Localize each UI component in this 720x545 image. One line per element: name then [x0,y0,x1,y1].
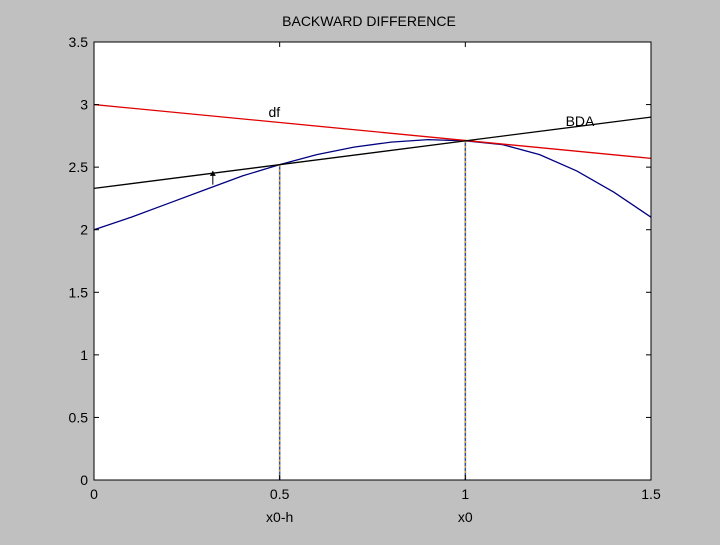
x-tick-label-1: 0.5 [270,486,290,502]
annotation-0: df [269,104,281,120]
y-tick-label-7: 3.5 [69,34,89,50]
x-tick-label-2: 1 [461,486,469,502]
vline-label-0: x0-h [266,509,293,525]
series-line-0 [93,138,652,231]
chart-title: BACKWARD DIFFERENCE [282,13,456,29]
axes-box [93,41,652,481]
y-tick-label-2: 1 [80,347,88,363]
annotation-1: BDA [566,113,595,129]
y-tick-label-5: 2.5 [69,159,89,175]
y-tick-label-3: 1.5 [69,284,89,300]
arrow-head [209,170,216,176]
vline-label-1: x0 [458,509,473,525]
plot-area [94,42,651,480]
y-tick-label-4: 2 [80,222,88,238]
x-tick-label-0: 0 [90,486,98,502]
series-line-1 [93,103,652,160]
y-tick-label-6: 3 [80,97,88,113]
series-line-2 [93,116,652,190]
y-tick-label-1: 0.5 [69,409,89,425]
y-tick-label-0: 0 [80,472,88,488]
x-tick-label-3: 1.5 [641,486,661,502]
